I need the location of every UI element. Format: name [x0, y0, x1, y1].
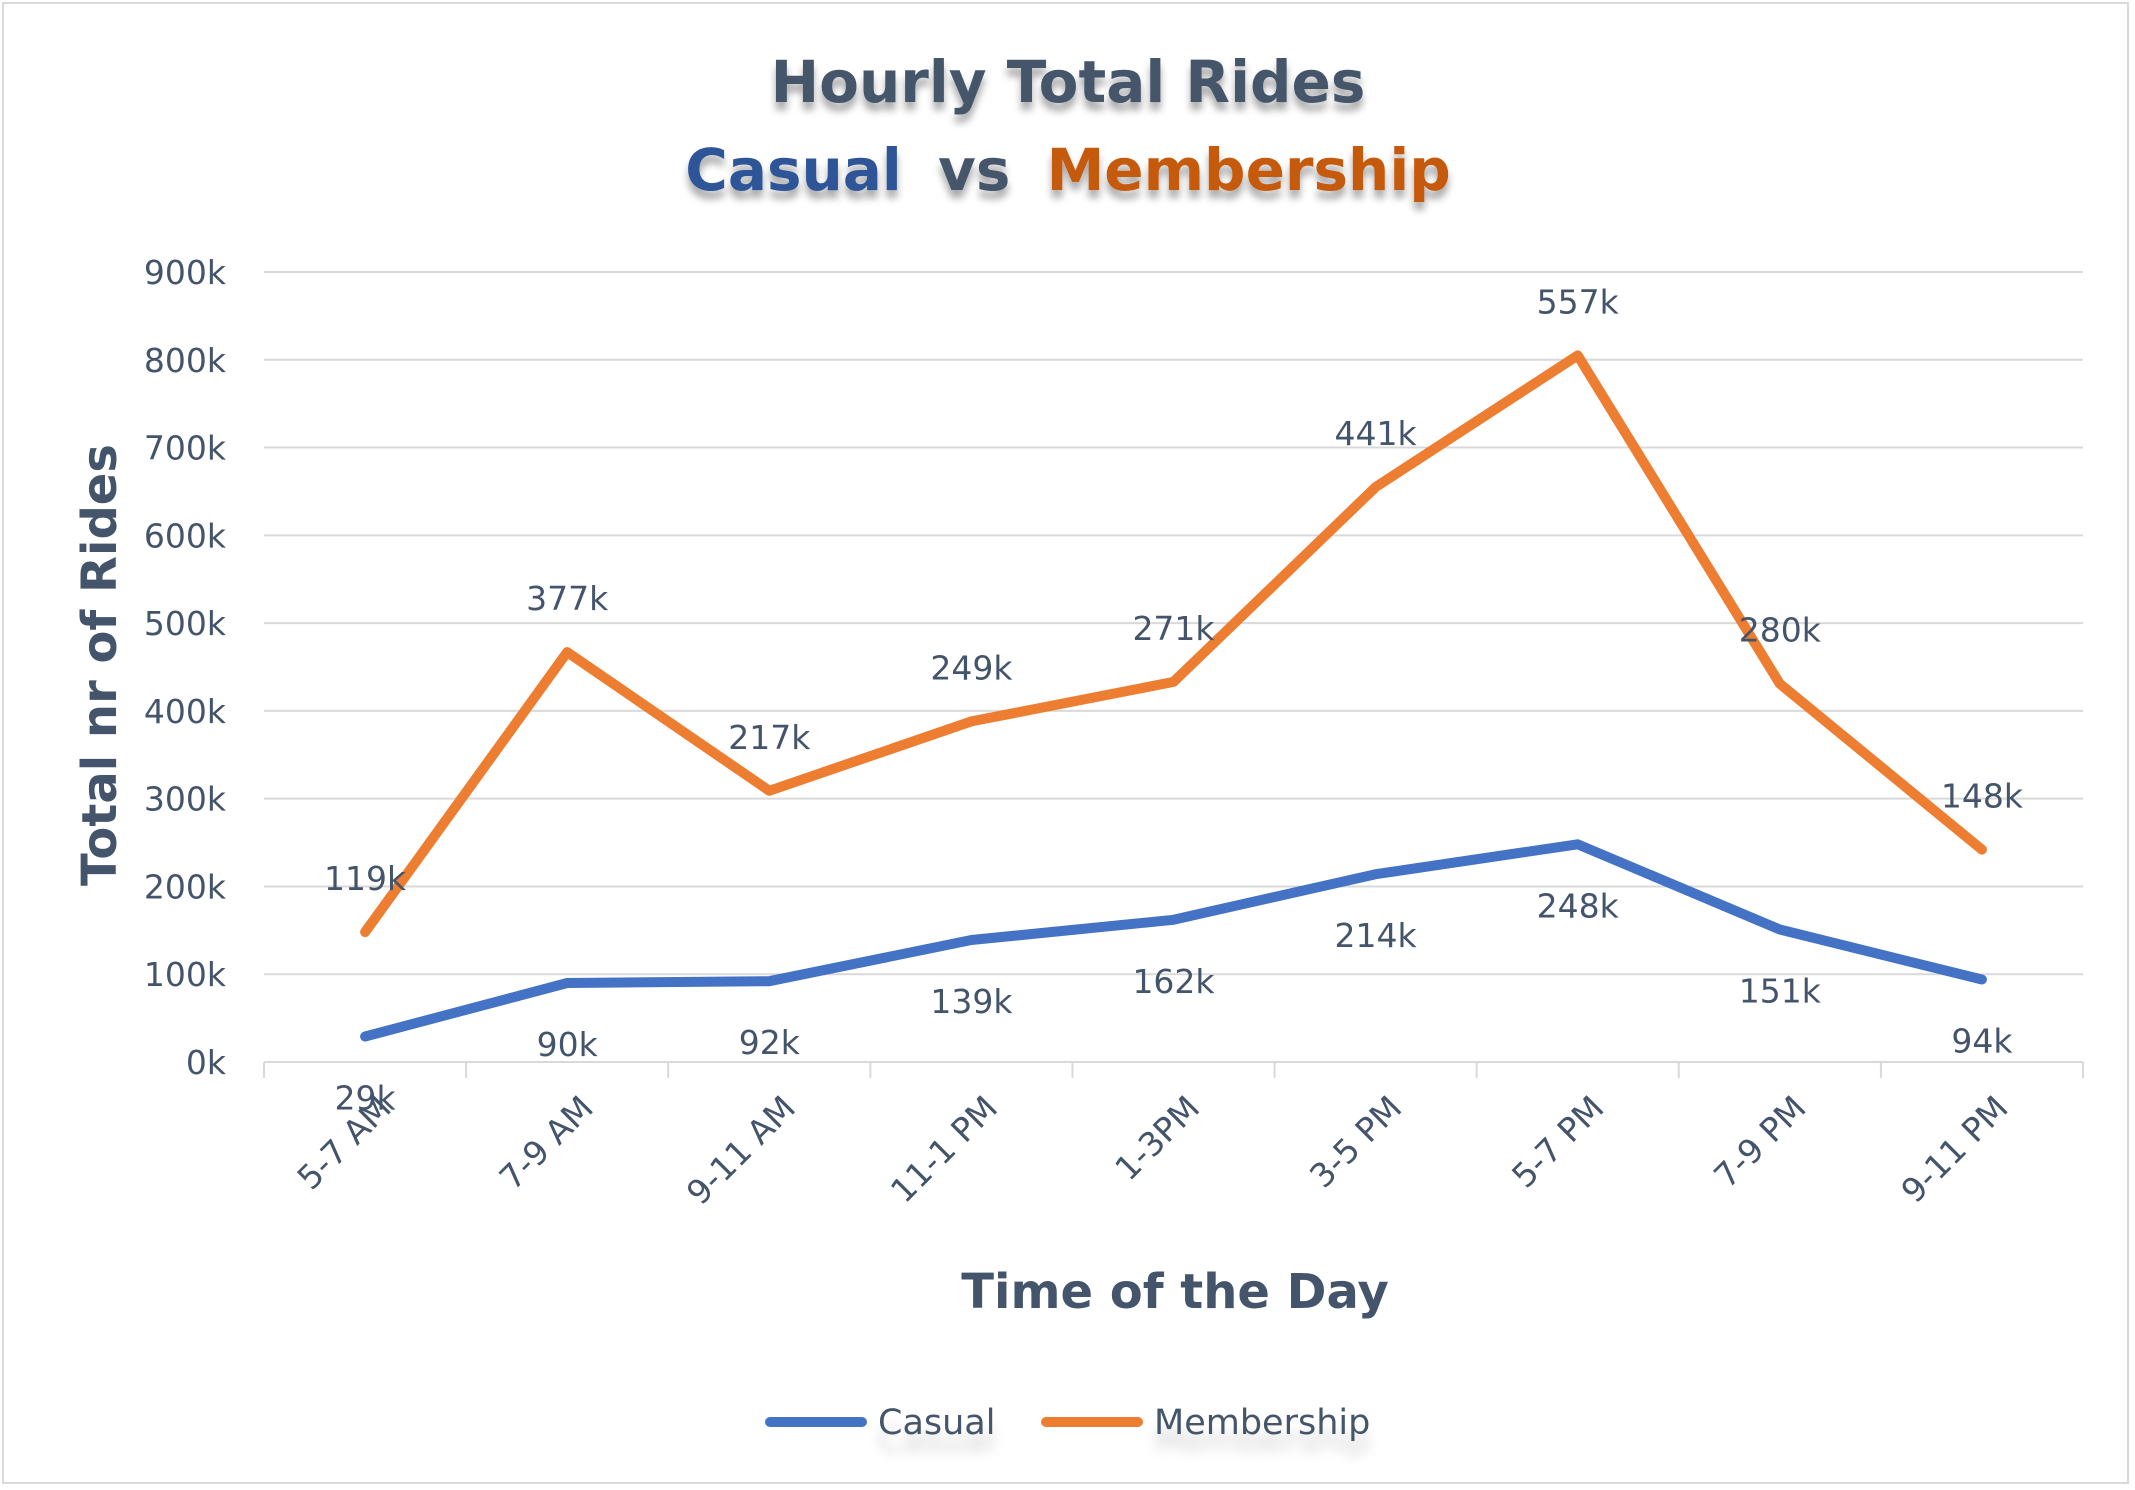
y-tick-label: 800k [144, 341, 227, 380]
x-tick-label: 5-7 PM [1504, 1088, 1611, 1195]
data-label-membership: 119k [324, 859, 407, 898]
x-axis-title: Time of the Day [961, 1264, 1388, 1320]
series-lines [360, 350, 1987, 1042]
x-tick-label: 7-9 AM [492, 1088, 601, 1197]
y-axis-ticks: 0k 100k 200k 300k 400k 500k 600k 700k 800k 900k [144, 253, 227, 1082]
y-tick-label: 0k [186, 1043, 227, 1082]
data-label-casual: 90k [537, 1025, 599, 1064]
x-tick-label: 7-9 PM [1706, 1088, 1813, 1195]
data-label-casual: 92k [739, 1023, 801, 1062]
data-label-membership: 377k [526, 579, 609, 618]
gridlines [264, 271, 2083, 976]
y-tick-label: 900k [144, 253, 227, 292]
data-label-membership: 271k [1132, 609, 1215, 648]
x-tick-label: 9-11 AM [679, 1088, 803, 1212]
chart-subtitle: Casual vs Membership [685, 136, 1450, 204]
x-axis: 5-7 AM 7-9 AM 9-11 AM 11-1 PM 1-3PM 3-5 PM 5-7… [263, 1061, 2084, 1212]
data-label-casual: 162k [1132, 962, 1215, 1001]
y-tick-label: 500k [144, 604, 227, 643]
y-tick-label: 400k [144, 692, 227, 731]
data-label-membership: 280k [1739, 611, 1822, 650]
x-tick-label: 11-1 PM [883, 1088, 1005, 1210]
y-tick-label: 700k [144, 429, 227, 468]
y-tick-label: 200k [144, 867, 227, 906]
y-tick-label: 600k [144, 516, 227, 555]
series-line-casual [360, 839, 1987, 1042]
data-label-casual: 248k [1537, 886, 1620, 925]
x-tick-label: 9-11 PM [1893, 1088, 2015, 1210]
data-label-casual: 214k [1335, 916, 1418, 955]
data-label-casual: 94k [1951, 1021, 2013, 1060]
data-label-membership: 557k [1537, 282, 1620, 321]
data-label-casual: 29k [335, 1079, 397, 1118]
subtitle-membership: Membership [1047, 136, 1451, 204]
data-label-membership: 249k [930, 648, 1013, 687]
x-tick-label: 1-3PM [1107, 1088, 1207, 1188]
data-label-casual: 151k [1739, 971, 1822, 1010]
chart-title: Hourly Total Rides [771, 48, 1366, 116]
data-label-casual: 139k [930, 982, 1013, 1021]
subtitle-casual: Casual [685, 136, 902, 204]
y-axis-title: Total nr of Rides [72, 444, 128, 886]
data-label-membership: 217k [728, 718, 811, 757]
data-labels: 29k 90k 92k 139k 162k 214k 248k 151k 94k 119k 377k… [324, 282, 2024, 1117]
subtitle-vs: vs [938, 136, 1010, 204]
data-label-membership: 148k [1941, 777, 2024, 816]
legend-casual-label: Casual [878, 1403, 995, 1443]
series-line-membership [360, 350, 1987, 938]
x-tick-label: 3-5 PM [1302, 1088, 1409, 1195]
legend-membership-label: Membership [1154, 1403, 1370, 1443]
y-tick-label: 300k [144, 780, 227, 819]
legend: Casual Membership [765, 1403, 1370, 1443]
data-label-membership: 441k [1335, 414, 1418, 453]
y-tick-label: 100k [144, 955, 227, 994]
